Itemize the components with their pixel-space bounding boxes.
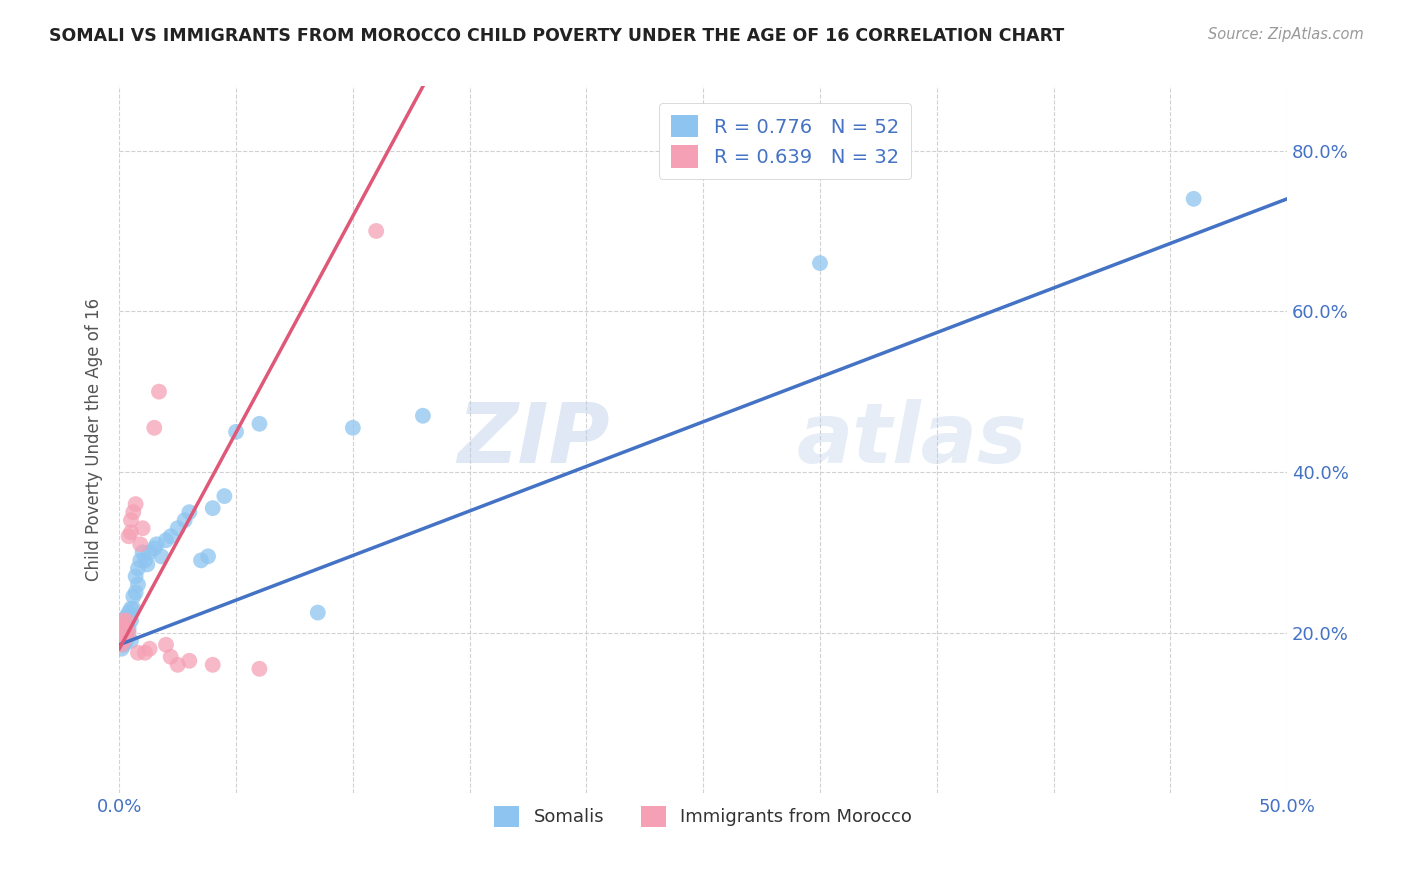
Point: [342, 421, 364, 435]
Y-axis label: Child Poverty Under the Age of 16: Child Poverty Under the Age of 16: [86, 298, 103, 582]
Point: [114, 617, 136, 632]
Point: [131, 545, 153, 559]
Text: atlas: atlas: [797, 400, 1028, 481]
Point: [110, 630, 132, 644]
Point: [127, 646, 149, 660]
Point: [115, 609, 138, 624]
Text: Source: ZipAtlas.com: Source: ZipAtlas.com: [1208, 27, 1364, 42]
Point: [127, 577, 149, 591]
Point: [111, 622, 134, 636]
Point: [159, 529, 181, 543]
Legend: Somalis, Immigrants from Morocco: Somalis, Immigrants from Morocco: [486, 798, 920, 834]
Point: [120, 513, 142, 527]
Point: [124, 497, 146, 511]
Point: [159, 649, 181, 664]
Point: [136, 558, 159, 572]
Point: [111, 633, 134, 648]
Point: [112, 630, 135, 644]
Point: [110, 638, 132, 652]
Point: [117, 609, 139, 624]
Point: [112, 625, 135, 640]
Point: [115, 625, 138, 640]
Point: [249, 417, 271, 431]
Point: [115, 633, 138, 648]
Point: [249, 662, 271, 676]
Point: [173, 513, 195, 527]
Point: [197, 549, 219, 564]
Point: [148, 384, 170, 399]
Point: [166, 521, 188, 535]
Point: [179, 654, 201, 668]
Point: [145, 537, 167, 551]
Point: [112, 614, 135, 628]
Point: [201, 501, 224, 516]
Point: [143, 541, 166, 556]
Point: [110, 641, 132, 656]
Point: [138, 545, 160, 559]
Point: [115, 614, 138, 628]
Point: [307, 606, 329, 620]
Point: [155, 638, 177, 652]
Point: [366, 224, 388, 238]
Text: SOMALI VS IMMIGRANTS FROM MOROCCO CHILD POVERTY UNDER THE AGE OF 16 CORRELATION : SOMALI VS IMMIGRANTS FROM MOROCCO CHILD …: [49, 27, 1064, 45]
Point: [117, 622, 139, 636]
Point: [122, 601, 145, 615]
Point: [131, 521, 153, 535]
Point: [120, 614, 142, 628]
Point: [112, 633, 135, 648]
Point: [117, 625, 139, 640]
Point: [143, 421, 166, 435]
Point: [808, 256, 831, 270]
Point: [115, 625, 138, 640]
Point: [129, 553, 152, 567]
Point: [138, 641, 160, 656]
Point: [117, 529, 139, 543]
Point: [201, 657, 224, 672]
Point: [127, 561, 149, 575]
Point: [112, 622, 135, 636]
Point: [122, 590, 145, 604]
Point: [134, 646, 156, 660]
Point: [111, 630, 134, 644]
Point: [225, 425, 247, 439]
Point: [115, 630, 138, 644]
Point: [110, 625, 132, 640]
Point: [112, 614, 135, 628]
Point: [122, 505, 145, 519]
Point: [129, 537, 152, 551]
Point: [110, 630, 132, 644]
Point: [110, 625, 132, 640]
Point: [179, 505, 201, 519]
Point: [114, 630, 136, 644]
Point: [110, 614, 132, 628]
Point: [134, 553, 156, 567]
Point: [166, 657, 188, 672]
Point: [120, 633, 142, 648]
Point: [120, 601, 142, 615]
Point: [112, 638, 135, 652]
Point: [214, 489, 236, 503]
Point: [111, 622, 134, 636]
Point: [155, 533, 177, 548]
Point: [190, 553, 212, 567]
Point: [117, 606, 139, 620]
Point: [412, 409, 434, 423]
Point: [150, 549, 173, 564]
Text: ZIP: ZIP: [457, 400, 610, 481]
Point: [120, 525, 142, 540]
Point: [124, 585, 146, 599]
Point: [110, 617, 132, 632]
Point: [115, 614, 138, 628]
Point: [1182, 192, 1205, 206]
Point: [124, 569, 146, 583]
